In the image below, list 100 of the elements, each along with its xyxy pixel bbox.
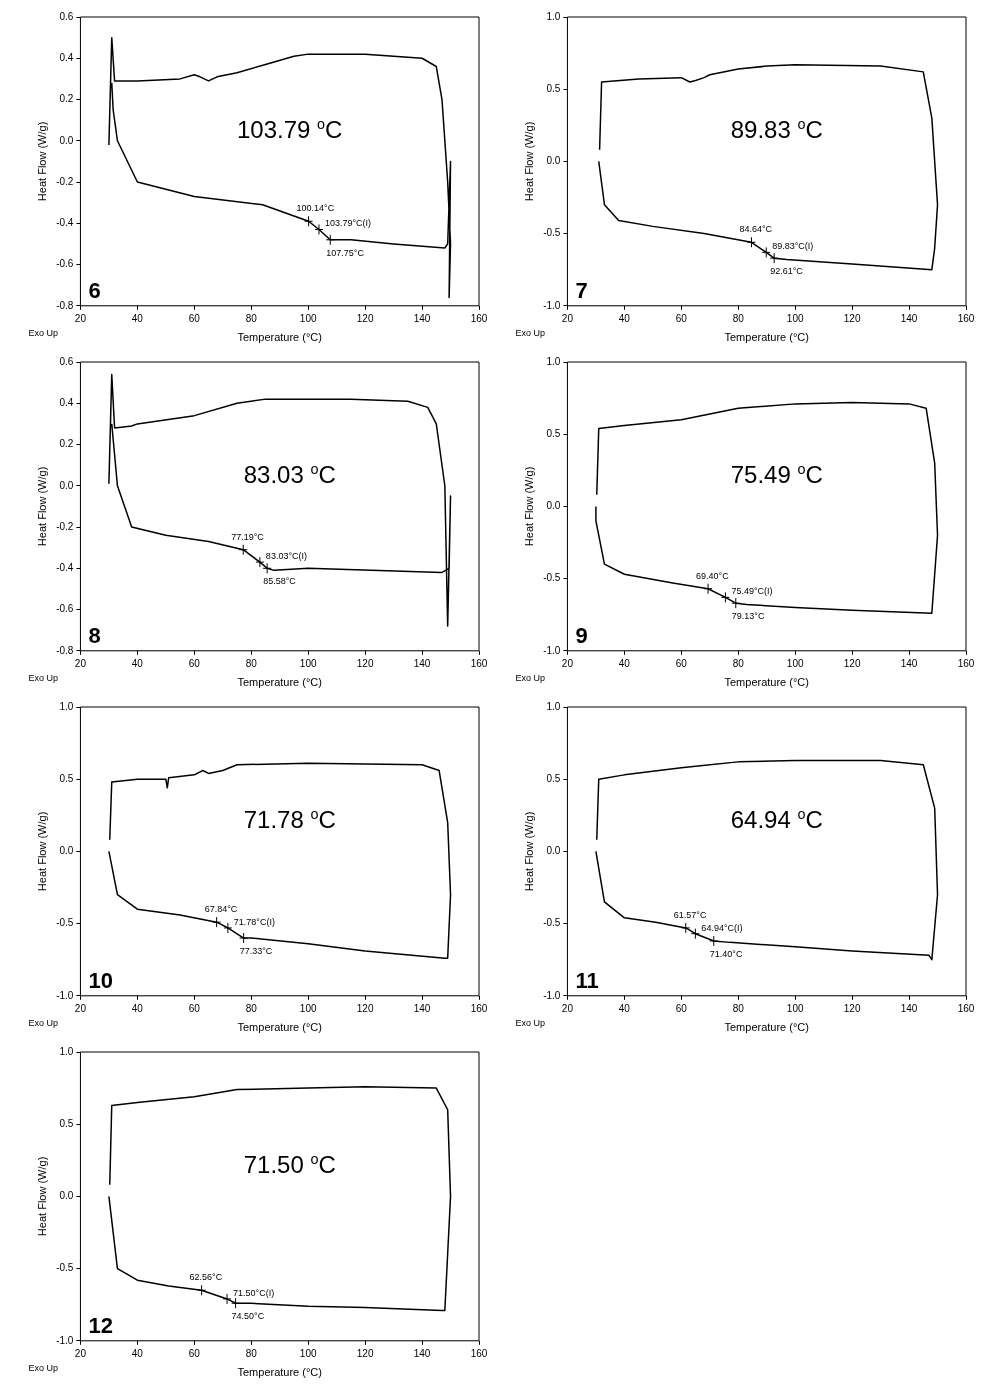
annotation: 10 xyxy=(88,967,113,993)
x-tick-label: 20 xyxy=(74,657,87,669)
annotation: 67.84°C xyxy=(204,904,238,915)
y-tick-label: -0.8 xyxy=(56,644,74,656)
point xyxy=(197,1284,207,1296)
y-tick-label: 0.0 xyxy=(59,134,74,146)
y-axis-title: Heat Flow (W/g) xyxy=(522,121,535,202)
x-axis-title: Temperature (°C) xyxy=(724,676,809,689)
point xyxy=(212,916,222,928)
y-tick-label: 0.5 xyxy=(59,1117,74,1129)
x-tick-label: 160 xyxy=(470,1002,488,1014)
y-tick-label: -0.6 xyxy=(56,603,74,615)
x-tick-label: 40 xyxy=(618,312,631,324)
x-tick-label: 40 xyxy=(131,657,144,669)
y-tick-label: 0.0 xyxy=(546,845,561,857)
y-tick-label: -1.0 xyxy=(56,989,74,1001)
x-axis-title: Temperature (°C) xyxy=(724,1021,809,1034)
y-tick-label: -0.5 xyxy=(56,1262,74,1274)
x-tick-label: 120 xyxy=(843,657,861,669)
x-tick-label: 80 xyxy=(732,312,745,324)
x-tick-label: 140 xyxy=(413,1347,431,1359)
x-tick-label: 20 xyxy=(561,1002,574,1014)
point xyxy=(709,935,719,947)
x-tick-label: 100 xyxy=(786,657,804,669)
text: Exo Up xyxy=(28,327,58,338)
x-tick-label: 100 xyxy=(299,1347,317,1359)
x-axis-title: Temperature (°C) xyxy=(237,331,322,344)
annotation: 64.94°C(I) xyxy=(701,922,743,933)
x-tick-label: 100 xyxy=(299,657,317,669)
y-axis-title: Heat Flow (W/g) xyxy=(35,466,48,547)
annotation: 7 xyxy=(575,277,588,303)
x-tick-label: 40 xyxy=(131,1347,144,1359)
x-tick-label: 140 xyxy=(900,1002,918,1014)
x-tick-label: 60 xyxy=(188,657,201,669)
annotation: 75.49°C(I) xyxy=(731,586,773,597)
annotation: 77.33°C xyxy=(239,946,273,957)
point xyxy=(681,922,691,934)
point xyxy=(761,246,771,258)
y-tick-label: -0.6 xyxy=(56,258,74,270)
annotation: 74.50°C xyxy=(231,1311,265,1322)
annotation: 100.14°C xyxy=(296,203,335,214)
annotation: 6 xyxy=(88,277,101,303)
x-tick-label: 40 xyxy=(618,1002,631,1014)
point xyxy=(223,922,233,934)
x-tick-label: 140 xyxy=(413,1002,431,1014)
y-tick-label: -0.2 xyxy=(56,520,74,532)
y-tick-label: 0.0 xyxy=(546,500,561,512)
x-tick-label: 40 xyxy=(131,312,144,324)
text: Exo Up xyxy=(28,1017,58,1028)
annotation: 85.58°C xyxy=(263,576,297,587)
x-tick-label: 140 xyxy=(900,657,918,669)
x-tick-label: 100 xyxy=(299,1002,317,1014)
y-tick-label: 0.5 xyxy=(546,772,561,784)
x-tick-label: 160 xyxy=(957,312,975,324)
annotation: 11 xyxy=(575,967,599,993)
annotation: 12 xyxy=(88,1312,113,1338)
y-tick-label: -1.0 xyxy=(543,299,561,311)
annotation: 89.83°C(I) xyxy=(772,241,814,252)
x-tick-label: 140 xyxy=(413,312,431,324)
x-axis-title: Temperature (°C) xyxy=(237,676,322,689)
y-tick-label: 0.0 xyxy=(59,479,74,491)
y-tick-label: -0.4 xyxy=(56,217,74,229)
y-tick-label: -0.4 xyxy=(56,562,74,574)
y-axis-title: Heat Flow (W/g) xyxy=(522,466,535,547)
x-tick-label: 160 xyxy=(470,657,488,669)
x-tick-label: 160 xyxy=(470,1347,488,1359)
y-tick-label: -1.0 xyxy=(543,644,561,656)
y-tick-label: 0.5 xyxy=(546,427,561,439)
x-tick-label: 120 xyxy=(356,657,374,669)
x-tick-label: 140 xyxy=(413,657,431,669)
x-tick-label: 80 xyxy=(245,1347,258,1359)
x-tick-label: 140 xyxy=(900,312,918,324)
annotation: 71.78°C(I) xyxy=(233,916,275,927)
y-tick-label: 0.0 xyxy=(546,155,561,167)
y-tick-label: 1.0 xyxy=(59,1045,74,1057)
y-axis-title: Heat Flow (W/g) xyxy=(35,811,48,892)
annotation: 77.19°C xyxy=(231,531,265,542)
y-tick-label: 0.0 xyxy=(59,1190,74,1202)
y-tick-label: 0.5 xyxy=(59,772,74,784)
text: Exo Up xyxy=(28,672,58,683)
x-tick-label: 20 xyxy=(561,657,574,669)
x-tick-label: 40 xyxy=(131,1002,144,1014)
x-tick-label: 60 xyxy=(675,657,688,669)
x-tick-label: 120 xyxy=(843,1002,861,1014)
x-tick-label: 20 xyxy=(74,1002,87,1014)
y-axis-title: Heat Flow (W/g) xyxy=(522,811,535,892)
x-tick-label: 160 xyxy=(470,312,488,324)
x-tick-label: 80 xyxy=(245,1002,258,1014)
x-tick-label: 160 xyxy=(957,1002,975,1014)
y-axis-title: Heat Flow (W/g) xyxy=(35,121,48,202)
x-axis-title: Temperature (°C) xyxy=(237,1021,322,1034)
y-tick-label: -0.5 xyxy=(543,227,561,239)
annotation: 8 xyxy=(88,622,101,648)
text: Exo Up xyxy=(515,1017,545,1028)
y-tick-label: 0.0 xyxy=(59,845,74,857)
y-tick-label: 0.2 xyxy=(59,93,74,105)
x-tick-label: 60 xyxy=(675,1002,688,1014)
y-tick-label: 0.2 xyxy=(59,438,74,450)
x-tick-label: 120 xyxy=(356,312,374,324)
text: Exo Up xyxy=(515,327,545,338)
